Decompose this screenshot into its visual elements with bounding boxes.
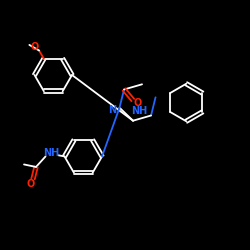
Text: N: N <box>108 105 116 115</box>
Text: O: O <box>133 98 141 108</box>
Text: NH: NH <box>131 106 147 116</box>
Text: O: O <box>27 180 35 190</box>
Text: O: O <box>31 42 39 52</box>
Text: NH: NH <box>43 148 60 158</box>
